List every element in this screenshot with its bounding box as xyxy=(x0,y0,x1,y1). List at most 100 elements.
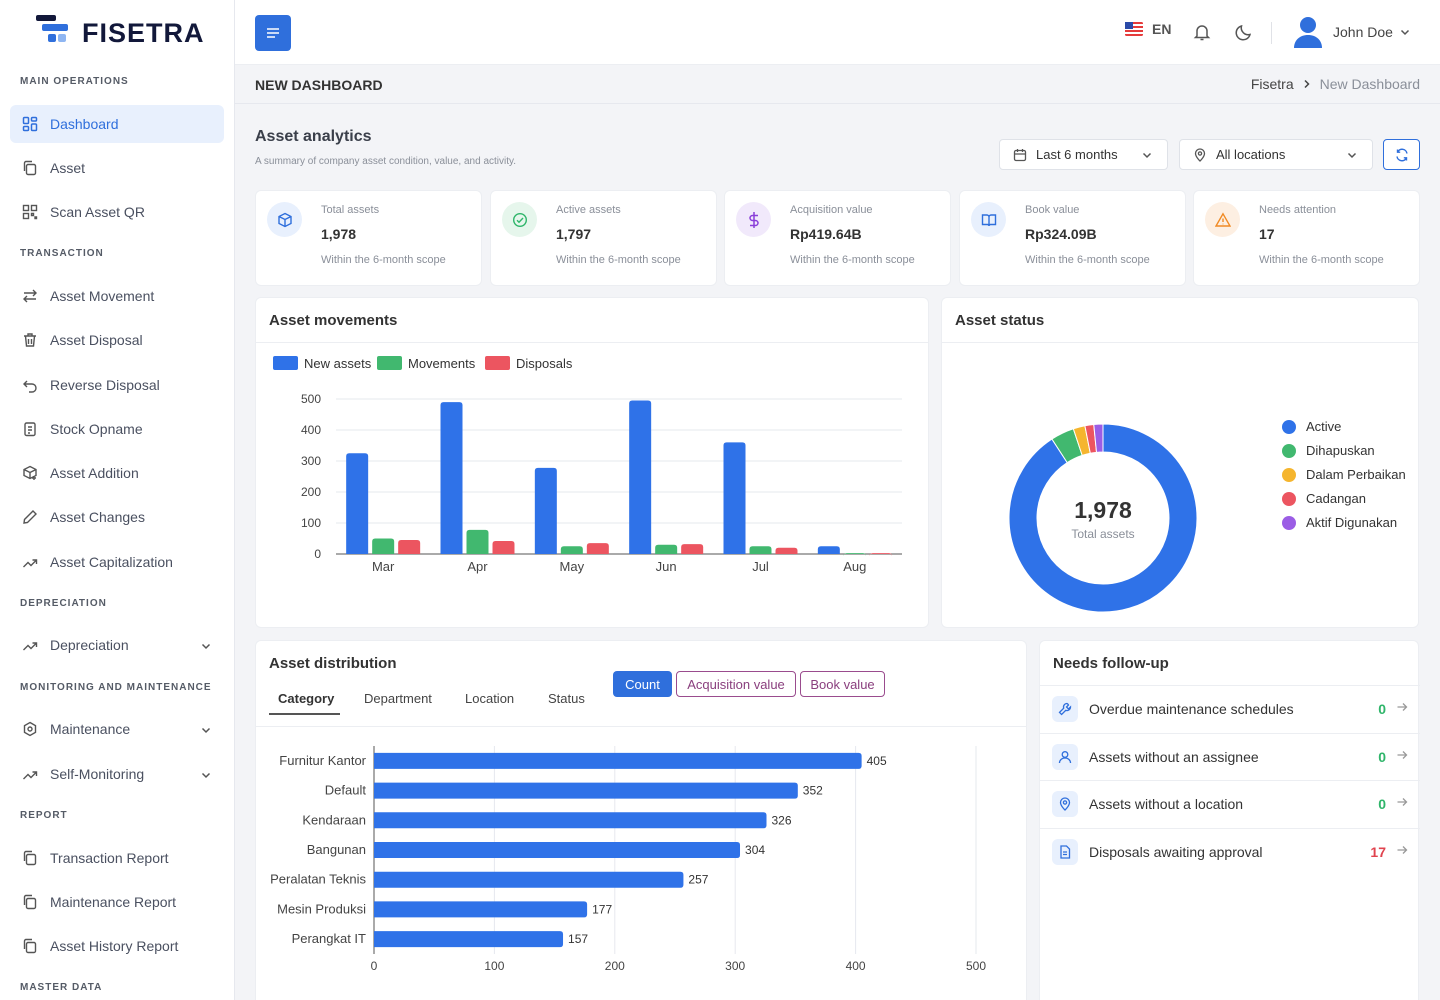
bar-mark[interactable] xyxy=(629,400,652,554)
sidebar-item-label: Asset Movement xyxy=(50,288,155,304)
mode-count-button[interactable]: Count xyxy=(613,671,672,697)
sidebar-item-self-monitoring[interactable]: Self-Monitoring xyxy=(10,755,224,793)
bar-mark[interactable] xyxy=(655,544,678,554)
asset-movements-card: Asset movements New assets Movements Dispo… xyxy=(255,297,929,628)
bar-mark[interactable] xyxy=(374,752,862,769)
sidebar-item-dashboard[interactable]: Dashboard xyxy=(10,105,224,143)
bar-mark[interactable] xyxy=(534,467,557,554)
sidebar-item-asset-capitalization[interactable]: Asset Capitalization xyxy=(10,543,224,581)
sidebar-item-scan-asset-qr[interactable]: Scan Asset QR xyxy=(10,193,224,231)
followup-count: 0 xyxy=(1378,748,1386,765)
bar-mark[interactable] xyxy=(374,842,741,858)
sidebar-item-asset-disposal[interactable]: Asset Disposal xyxy=(10,321,224,359)
arrow-right-icon xyxy=(1396,843,1408,861)
sidebar-item-asset[interactable]: Asset xyxy=(10,149,224,187)
followup-label: Disposals awaiting approval xyxy=(1089,843,1263,860)
copy-icon xyxy=(20,936,40,956)
section-depreciation: DEPRECIATION xyxy=(20,598,107,609)
bar-mark[interactable] xyxy=(440,402,463,554)
sidebar-item-transaction-report[interactable]: Transaction Report xyxy=(10,839,224,877)
donut-slice[interactable] xyxy=(1008,423,1198,613)
brand-logo[interactable]: FISETRA xyxy=(36,14,205,52)
sidebar-item-asset-history-report[interactable]: Asset History Report xyxy=(10,927,224,965)
x-tick-label: 300 xyxy=(725,959,745,973)
tab-status[interactable]: Status xyxy=(548,691,585,706)
bar-mark[interactable] xyxy=(466,529,489,554)
tab-category[interactable]: Category xyxy=(278,691,335,706)
bar-mark[interactable] xyxy=(398,540,421,554)
legend-label: Aktif Digunakan xyxy=(1306,515,1397,530)
tab-location[interactable]: Location xyxy=(465,691,515,706)
bar-mark[interactable] xyxy=(492,540,515,554)
bar-mark[interactable] xyxy=(374,871,684,888)
bar-mark[interactable] xyxy=(372,538,395,555)
language-code: EN xyxy=(1152,21,1172,37)
bar-mark[interactable] xyxy=(374,931,564,948)
bar-mark[interactable] xyxy=(374,782,798,799)
refresh-button[interactable] xyxy=(1383,139,1420,170)
theme-toggle-button[interactable] xyxy=(1235,23,1253,41)
sidebar-item-stock-opname[interactable]: Stock Opname xyxy=(10,410,224,448)
sidebar-item-asset-addition[interactable]: Asset Addition xyxy=(10,454,224,492)
sidebar-item-label: Scan Asset QR xyxy=(50,204,145,220)
bar-mark[interactable] xyxy=(374,901,588,918)
legend-item[interactable]: Dihapuskan xyxy=(1282,443,1375,458)
sidebar-item-label: Asset Changes xyxy=(50,509,145,525)
legend-item[interactable]: Disposals xyxy=(485,356,573,371)
followup-item[interactable]: Overdue maintenance schedules 0 xyxy=(1040,685,1420,732)
sidebar-item-label: Depreciation xyxy=(50,637,129,653)
bar-mark[interactable] xyxy=(775,547,798,554)
followup-item[interactable]: Assets without an assignee 0 xyxy=(1040,732,1420,780)
legend-item[interactable]: Movements xyxy=(377,356,476,371)
bar-mark[interactable] xyxy=(869,553,892,557)
notifications-button[interactable] xyxy=(1193,23,1211,41)
dollar-icon xyxy=(736,202,771,237)
legend-dot xyxy=(1282,444,1296,458)
legend-label: Movements xyxy=(408,356,476,371)
legend-item[interactable]: Dalam Perbaikan xyxy=(1282,467,1406,482)
legend-item[interactable]: Cadangan xyxy=(1282,491,1366,506)
bar-mark[interactable] xyxy=(586,543,609,554)
section-main-operations: MAIN OPERATIONS xyxy=(20,76,129,87)
bar-mark[interactable] xyxy=(560,546,583,554)
bar-mark[interactable] xyxy=(346,453,369,554)
user-menu[interactable]: John Doe xyxy=(1293,15,1411,49)
tab-department[interactable]: Department xyxy=(364,691,432,706)
x-tick-label: Jul xyxy=(752,559,769,574)
sidebar-item-reverse-disposal[interactable]: Reverse Disposal xyxy=(10,366,224,404)
bar-mark[interactable] xyxy=(843,553,866,557)
clipboard-icon xyxy=(20,419,40,439)
mode-acquisition-value-button[interactable]: Acquisition value xyxy=(676,671,796,697)
asset-status-title: Asset status xyxy=(955,312,1045,329)
sidebar-item-maintenance-report[interactable]: Maintenance Report xyxy=(10,883,224,921)
bar-mark[interactable] xyxy=(374,812,767,829)
followup-item[interactable]: Assets without a location 0 xyxy=(1040,780,1420,827)
refresh-icon xyxy=(1395,148,1408,161)
legend-item[interactable]: Aktif Digunakan xyxy=(1282,515,1397,530)
sidebar-item-maintenance[interactable]: Maintenance xyxy=(10,710,224,748)
location-filter-select[interactable]: All locations xyxy=(1179,139,1373,170)
bar-mark[interactable] xyxy=(749,546,772,554)
sidebar-item-asset-changes[interactable]: Asset Changes xyxy=(10,498,224,536)
mode-book-value-button[interactable]: Book value xyxy=(800,671,885,697)
bar-mark[interactable] xyxy=(723,442,746,554)
language-switcher[interactable]: EN xyxy=(1125,21,1171,37)
followup-item[interactable]: Disposals awaiting approval 17 xyxy=(1040,827,1420,875)
bar-mark[interactable] xyxy=(681,544,704,554)
sidebar-item-asset-movement[interactable]: Asset Movement xyxy=(10,277,224,315)
legend-dot xyxy=(1282,492,1296,506)
legend-item[interactable]: Active xyxy=(1282,419,1341,434)
breadcrumb-root[interactable]: Fisetra xyxy=(1250,76,1294,92)
bar-mark[interactable] xyxy=(817,546,840,554)
sidebar-item-depreciation[interactable]: Depreciation xyxy=(10,626,224,664)
menu-toggle-button[interactable] xyxy=(255,15,291,51)
legend-item[interactable]: New assets xyxy=(273,356,372,371)
period-filter-select[interactable]: Last 6 months xyxy=(999,139,1168,170)
followup-label: Assets without a location xyxy=(1089,796,1244,812)
legend-label: Disposals xyxy=(516,356,573,371)
chevron-right-icon xyxy=(1304,79,1310,89)
stat-card: Acquisition value Rp419.64B Within the 6-m… xyxy=(724,190,951,286)
chevron-down-icon xyxy=(200,723,212,739)
copy-icon xyxy=(20,158,40,178)
trash-icon xyxy=(20,330,40,350)
